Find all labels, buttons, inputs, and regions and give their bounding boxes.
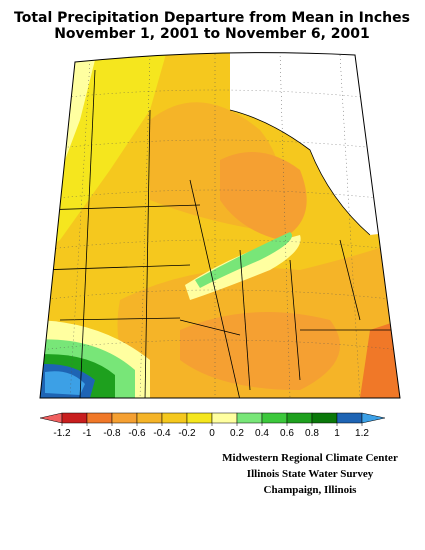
colorbar-label: 1 bbox=[334, 428, 340, 439]
title: Total Precipitation Departure from Mean … bbox=[14, 10, 410, 26]
colorbar: -1.2 -1 -0.8 -0.6 -0.4 -0.2 0 0.2 0.4 0.6 0.8 1 1.2 bbox=[39, 412, 386, 439]
colorbar-label: 1.2 bbox=[355, 428, 369, 439]
colorbar-label: -0.4 bbox=[153, 428, 171, 439]
credit: Champaign, Illinois bbox=[264, 484, 358, 496]
map-frame bbox=[39, 52, 401, 399]
colorbar-arrow bbox=[361, 412, 386, 424]
colorbar-bin bbox=[136, 412, 163, 424]
subtitle: November 1, 2001 to November 6, 2001 bbox=[54, 26, 370, 42]
colorbar-label: 0 bbox=[209, 428, 215, 439]
colorbar-bin bbox=[261, 412, 288, 424]
colorbar-bin bbox=[86, 412, 113, 424]
colorbar-label: 0.2 bbox=[230, 428, 244, 439]
colorbar-bin bbox=[236, 412, 263, 424]
colorbar-bin bbox=[186, 412, 213, 424]
colorbar-label: 0.8 bbox=[305, 428, 319, 439]
colorbar-label: -1 bbox=[83, 428, 92, 439]
colorbar-arrow bbox=[39, 412, 63, 424]
colorbar-bin bbox=[161, 412, 188, 424]
colorbar-bin bbox=[61, 412, 88, 424]
map bbox=[40, 52, 400, 399]
credit: Illinois State Water Survey bbox=[247, 468, 374, 480]
colorbar-label: -0.2 bbox=[178, 428, 196, 439]
colorbar-bin bbox=[336, 412, 363, 424]
colorbar-label: -1.2 bbox=[53, 428, 71, 439]
credit: Midwestern Regional Climate Center bbox=[222, 452, 398, 464]
colorbar-bin bbox=[211, 412, 238, 424]
colorbar-label: 0.4 bbox=[255, 428, 269, 439]
colorbar-label: 0.6 bbox=[280, 428, 294, 439]
colorbar-label: -0.8 bbox=[103, 428, 121, 439]
colorbar-bin bbox=[286, 412, 313, 424]
colorbar-label: -0.6 bbox=[128, 428, 146, 439]
colorbar-bin bbox=[311, 412, 338, 424]
colorbar-bin bbox=[111, 412, 138, 424]
